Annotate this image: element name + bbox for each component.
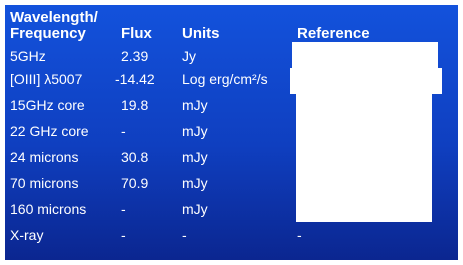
redaction-box	[296, 94, 432, 222]
flux-cell: -	[121, 201, 126, 217]
units-cell: mJy	[182, 97, 208, 113]
units-cell: Jy	[182, 48, 196, 64]
flux-cell: 2.39	[121, 48, 149, 64]
wavelength-cell: 5GHz	[10, 48, 46, 64]
reference-cell: -	[297, 227, 302, 243]
units-cell: mJy	[182, 175, 208, 191]
redaction-box	[290, 68, 442, 94]
header-units: Units	[182, 25, 220, 42]
wavelength-cell: X-ray	[10, 227, 44, 243]
wavelength-cell: 70 microns	[10, 175, 79, 191]
flux-cell: 19.8	[121, 97, 149, 113]
flux-cell: 30.8	[121, 149, 149, 165]
flux-cell: -14.42	[115, 71, 155, 87]
header-reference: Reference	[297, 25, 370, 42]
wavelength-cell: 15GHz core	[10, 97, 85, 113]
redaction-box	[292, 42, 438, 68]
flux-cell: -	[121, 227, 126, 243]
flux-cell: -	[121, 123, 126, 139]
flux-cell: 70.9	[121, 175, 149, 191]
wavelength-cell: [OIII] λ5007	[10, 71, 83, 87]
header-flux: Flux	[121, 25, 152, 42]
units-cell: mJy	[182, 149, 208, 165]
units-cell: mJy	[182, 201, 208, 217]
table-panel: Wavelength/ Frequency Flux Units Referen…	[5, 5, 458, 260]
header-frequency: Frequency	[10, 25, 86, 42]
header-wavelength: Wavelength/	[10, 9, 98, 26]
units-cell: mJy	[182, 123, 208, 139]
units-cell: -	[182, 227, 187, 243]
wavelength-cell: 22 GHz core	[10, 123, 89, 139]
wavelength-cell: 160 microns	[10, 201, 87, 217]
wavelength-cell: 24 microns	[10, 149, 79, 165]
units-cell: Log erg/cm²/s	[182, 71, 268, 87]
